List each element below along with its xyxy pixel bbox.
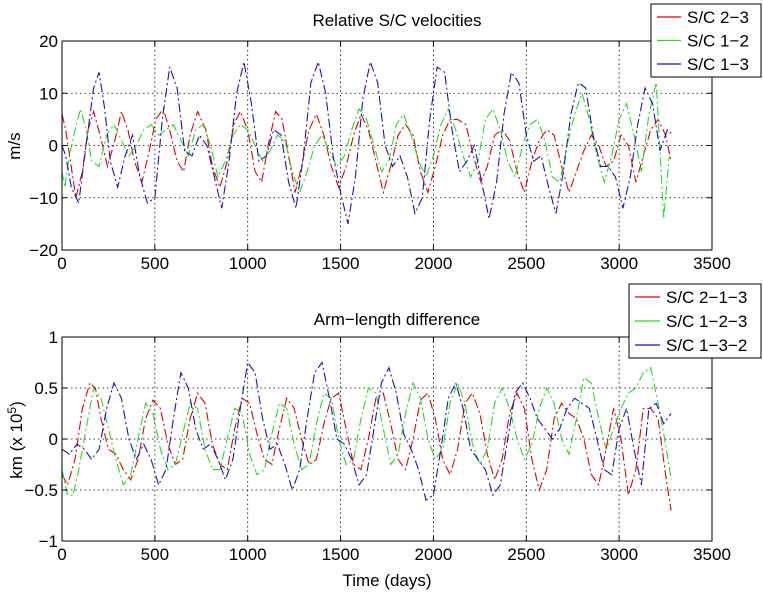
legend-entry: S/C 2−3 bbox=[687, 8, 749, 27]
series-line-1 bbox=[62, 82, 670, 219]
x-tick-label: 3500 bbox=[693, 254, 731, 273]
x-tick-label: 2500 bbox=[507, 545, 545, 564]
y-tick-label: −0.5 bbox=[24, 481, 58, 500]
y-axis-label: km (x 105) bbox=[5, 401, 26, 479]
y-tick-label: 10 bbox=[39, 84, 58, 103]
chart-title: Relative S/C velocities bbox=[312, 11, 481, 30]
y-tick-label: 1 bbox=[49, 328, 58, 347]
series-line-2 bbox=[62, 59, 674, 225]
x-tick-label: 1000 bbox=[229, 545, 267, 564]
y-tick-label: 0.5 bbox=[34, 379, 58, 398]
x-tick-label: 1000 bbox=[229, 254, 267, 273]
legend-entry: S/C 1−2 bbox=[687, 32, 749, 51]
y-tick-label: −10 bbox=[29, 189, 58, 208]
x-tick-label: 500 bbox=[141, 254, 169, 273]
series-line-0 bbox=[62, 381, 672, 511]
x-tick-label: 3000 bbox=[600, 545, 638, 564]
x-tick-label: 0 bbox=[57, 254, 66, 273]
x-tick-label: 1500 bbox=[322, 254, 360, 273]
x-tick-label: 500 bbox=[141, 545, 169, 564]
y-tick-label: 20 bbox=[39, 32, 58, 51]
legend-entry: S/C 2−1−3 bbox=[666, 288, 747, 307]
legend: S/C 2−1−3 S/C 1−2−3 S/C 1−3−2 bbox=[628, 283, 762, 359]
arm-length-subplot: 0 500 1000 1500 2000 2500 3000 3500 −1 −0.5 0 0.5 1 A… bbox=[5, 283, 762, 564]
x-tick-label: 2000 bbox=[415, 254, 453, 273]
series-line-1 bbox=[62, 366, 672, 496]
series-line-0 bbox=[62, 107, 672, 198]
legend-entry: S/C 1−3−2 bbox=[666, 336, 747, 355]
velocity-subplot: 0 500 1000 1500 2000 2500 3000 3500 −20 −10 0 10 20 R… bbox=[5, 3, 762, 273]
figure-x-axis-label: Time (days) bbox=[342, 571, 431, 590]
x-tick-label: 2000 bbox=[415, 545, 453, 564]
x-tick-label: 0 bbox=[57, 545, 66, 564]
x-tick-label: 3000 bbox=[600, 254, 638, 273]
y-axis-label: m/s bbox=[5, 132, 24, 159]
y-tick-label: −1 bbox=[39, 532, 58, 551]
y-tick-label: 0 bbox=[49, 430, 58, 449]
series-line-2 bbox=[62, 361, 672, 502]
legend-entry: S/C 1−3 bbox=[687, 55, 749, 74]
x-tick-label: 1500 bbox=[322, 545, 360, 564]
legend: S/C 2−3 S/C 1−2 S/C 1−3 bbox=[650, 3, 762, 78]
y-tick-label: 0 bbox=[49, 137, 58, 156]
x-tick-label: 2500 bbox=[507, 254, 545, 273]
legend-entry: S/C 1−2−3 bbox=[666, 312, 747, 331]
x-tick-label: 3500 bbox=[693, 545, 731, 564]
y-tick-label: −20 bbox=[29, 241, 58, 260]
chart-title: Arm−length difference bbox=[314, 310, 480, 329]
